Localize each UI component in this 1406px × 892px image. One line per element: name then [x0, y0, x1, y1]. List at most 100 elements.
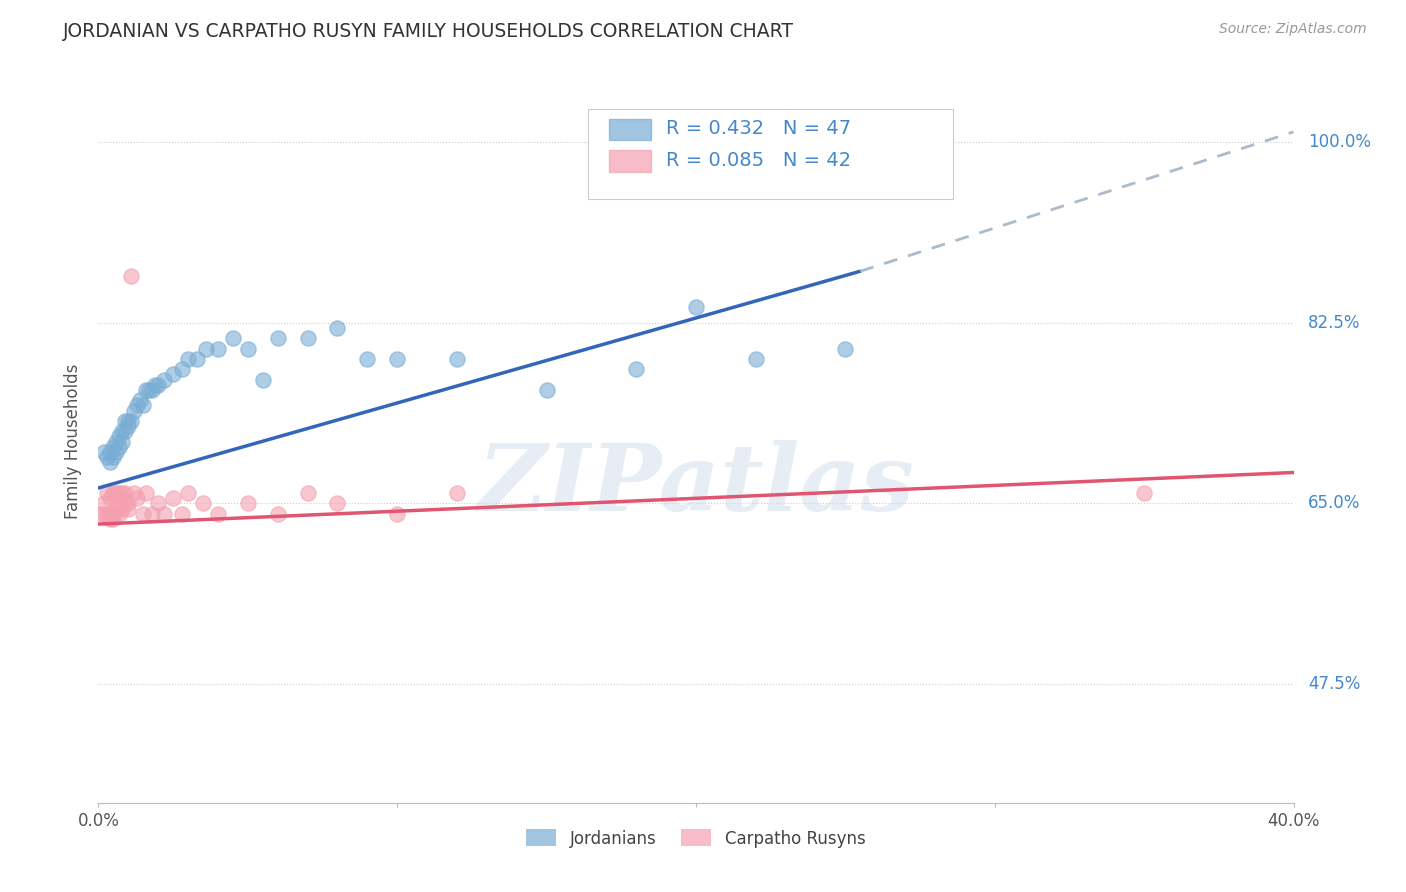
Point	[129, 393, 152, 408]
Point	[103, 450, 125, 464]
Point	[105, 486, 128, 500]
Point	[98, 491, 122, 506]
FancyBboxPatch shape	[589, 109, 953, 200]
Point	[127, 491, 149, 506]
Point	[93, 496, 115, 510]
Point	[96, 486, 118, 500]
Point	[207, 342, 229, 356]
Point	[297, 486, 319, 500]
Point	[114, 414, 136, 428]
Text: ZIPatlas: ZIPatlas	[478, 440, 914, 530]
Text: 100.0%: 100.0%	[1308, 133, 1371, 152]
Point	[103, 507, 125, 521]
Point	[105, 434, 128, 449]
Point	[685, 301, 707, 315]
Point	[120, 269, 142, 284]
Y-axis label: Family Households: Family Households	[65, 364, 83, 519]
Point	[446, 351, 468, 366]
Point	[186, 351, 208, 366]
Point	[114, 496, 136, 510]
Point	[117, 414, 139, 428]
Point	[141, 507, 163, 521]
Point	[96, 450, 118, 464]
Point	[103, 486, 125, 500]
Point	[111, 434, 134, 449]
Point	[103, 512, 125, 526]
Point	[297, 331, 319, 345]
Text: R = 0.432   N = 47: R = 0.432 N = 47	[666, 120, 851, 138]
Point	[326, 496, 349, 510]
Point	[834, 342, 856, 356]
Bar	[609, 151, 651, 172]
Point	[135, 486, 157, 500]
Point	[177, 486, 200, 500]
Text: 47.5%: 47.5%	[1308, 675, 1360, 693]
Point	[236, 496, 259, 510]
Point	[93, 445, 115, 459]
Point	[162, 491, 184, 506]
Text: 65.0%: 65.0%	[1308, 494, 1360, 513]
Point	[98, 445, 122, 459]
Point	[124, 403, 146, 417]
Legend: Jordanians, Carpatho Rusyns: Jordanians, Carpatho Rusyns	[517, 821, 875, 856]
Point	[138, 383, 160, 397]
Point	[267, 507, 290, 521]
Point	[111, 486, 134, 500]
Point	[153, 373, 176, 387]
Text: Source: ZipAtlas.com: Source: ZipAtlas.com	[1219, 22, 1367, 37]
Point	[1133, 486, 1156, 500]
Point	[191, 496, 214, 510]
Point	[143, 377, 166, 392]
Point	[141, 383, 163, 397]
Point	[124, 486, 146, 500]
Text: 82.5%: 82.5%	[1308, 314, 1361, 332]
Point	[108, 507, 131, 521]
Point	[108, 486, 131, 500]
Point	[195, 342, 218, 356]
Point	[252, 373, 274, 387]
Point	[162, 368, 184, 382]
Point	[90, 507, 112, 521]
Point	[177, 351, 200, 366]
Point	[385, 351, 409, 366]
Point	[98, 455, 122, 469]
Point	[132, 398, 155, 412]
Point	[111, 501, 134, 516]
Point	[108, 496, 131, 510]
Point	[93, 507, 115, 521]
Point	[153, 507, 176, 521]
Point	[120, 414, 142, 428]
Point	[98, 507, 122, 521]
Point	[172, 507, 194, 521]
Point	[103, 440, 125, 454]
Point	[267, 331, 290, 345]
Point	[148, 377, 170, 392]
Point	[222, 331, 245, 345]
Point	[446, 486, 468, 500]
Point	[356, 351, 378, 366]
Point	[96, 507, 118, 521]
Point	[135, 383, 157, 397]
Point	[385, 507, 409, 521]
Point	[105, 501, 128, 516]
Point	[236, 342, 259, 356]
Point	[117, 496, 139, 510]
Point	[127, 398, 149, 412]
Point	[148, 496, 170, 510]
Point	[117, 501, 139, 516]
Text: JORDANIAN VS CARPATHO RUSYN FAMILY HOUSEHOLDS CORRELATION CHART: JORDANIAN VS CARPATHO RUSYN FAMILY HOUSE…	[63, 22, 794, 41]
Text: R = 0.085   N = 42: R = 0.085 N = 42	[666, 151, 851, 170]
Point	[108, 440, 131, 454]
Point	[114, 424, 136, 438]
Point	[132, 507, 155, 521]
Point	[105, 445, 128, 459]
Point	[207, 507, 229, 521]
Point	[536, 383, 558, 397]
Point	[108, 429, 131, 443]
Point	[117, 419, 139, 434]
Point	[626, 362, 648, 376]
Point	[111, 424, 134, 438]
Point	[98, 512, 122, 526]
Bar	[609, 119, 651, 140]
Point	[745, 351, 768, 366]
